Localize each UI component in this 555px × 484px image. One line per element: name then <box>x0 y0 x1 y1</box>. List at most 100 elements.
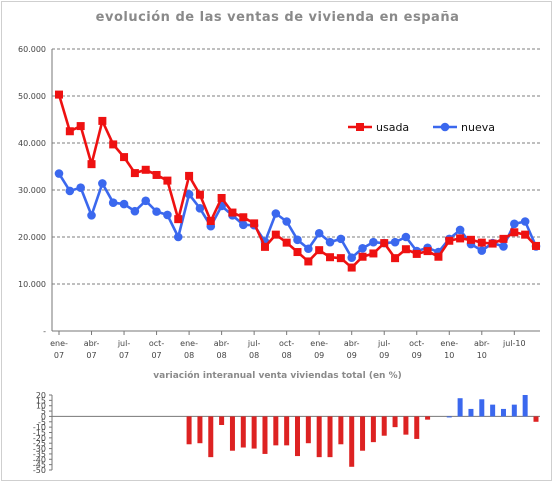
x-tick-label: abr- <box>344 339 360 348</box>
data-point-nueva <box>293 235 302 245</box>
data-point-usada <box>65 127 74 136</box>
bar <box>446 416 452 418</box>
data-point-usada <box>206 217 215 226</box>
data-point-nueva <box>304 244 313 254</box>
bar <box>284 416 290 446</box>
legend-marker-usada <box>356 123 364 131</box>
bar-y-tick-label: -5 <box>38 418 46 427</box>
data-point-usada <box>228 208 237 217</box>
data-point-usada <box>250 219 259 228</box>
data-point-nueva <box>499 242 508 251</box>
data-point-nueva <box>455 225 465 235</box>
bar <box>403 416 409 435</box>
data-point-usada <box>185 171 194 180</box>
data-point-nueva <box>520 217 530 226</box>
data-point-usada <box>532 241 540 250</box>
data-point-usada <box>347 263 356 272</box>
bar <box>273 416 279 446</box>
data-point-usada <box>163 176 172 185</box>
data-point-usada <box>282 238 291 247</box>
bar <box>338 416 344 445</box>
bar-chart-title: variación interanual venta viviendas tot… <box>153 371 402 381</box>
legend-label-usada: usada <box>376 121 409 134</box>
x-tick-label: 09 <box>379 351 389 360</box>
data-point-nueva <box>369 237 378 247</box>
bar <box>240 416 246 448</box>
series-line-nueva <box>57 172 538 259</box>
bar <box>533 416 539 422</box>
data-point-usada <box>152 170 161 179</box>
data-point-nueva <box>152 207 161 216</box>
data-point-nueva <box>195 204 205 213</box>
data-point-usada <box>466 235 475 244</box>
data-point-nueva <box>358 243 367 253</box>
bar-y-tick-label: 15 <box>36 396 46 405</box>
bar <box>490 404 496 417</box>
data-point-usada <box>369 249 378 258</box>
x-tick-label: 09 <box>347 351 357 360</box>
bar-y-tick-label: -50 <box>33 466 46 475</box>
y-tick-label: 50.000 <box>18 92 46 101</box>
data-point-usada <box>521 230 530 239</box>
bar <box>349 416 355 467</box>
data-point-usada <box>271 230 280 239</box>
data-point-nueva <box>238 220 248 230</box>
y-tick-label: 60.000 <box>18 45 46 54</box>
x-tick-label: abr- <box>214 339 230 348</box>
x-tick-label: 08 <box>249 351 259 360</box>
x-tick-label: 09 <box>412 351 422 360</box>
y-tick-label: 40.000 <box>18 139 46 148</box>
data-point-nueva <box>314 228 324 238</box>
data-point-usada <box>217 193 226 202</box>
bar <box>229 416 235 451</box>
x-tick-label: jul-10 <box>502 339 526 348</box>
data-point-usada <box>304 257 313 266</box>
data-point-usada <box>488 239 497 248</box>
bar-y-tick-label: -25 <box>33 439 46 448</box>
data-point-usada <box>358 252 367 261</box>
bar-y-tick-label: -45 <box>33 461 46 470</box>
bar <box>305 416 311 444</box>
data-point-nueva <box>130 206 140 216</box>
bar-y-tick-label: 20 <box>36 391 46 400</box>
data-point-nueva <box>87 211 96 220</box>
data-point-nueva <box>477 246 487 255</box>
bar-y-tick-label: -10 <box>33 423 46 432</box>
data-point-nueva <box>184 189 194 199</box>
data-point-usada <box>456 234 465 243</box>
bar <box>381 416 387 436</box>
bar <box>262 416 268 454</box>
bar-y-tick-label: -30 <box>33 445 46 454</box>
y-tick-label: 10.000 <box>18 280 46 289</box>
bar <box>425 416 431 420</box>
x-tick-label: oct- <box>409 339 424 348</box>
bar <box>316 416 322 458</box>
x-tick-label: ene- <box>50 339 68 348</box>
x-tick-label: oct- <box>279 339 294 348</box>
data-point-usada <box>87 160 96 169</box>
bar <box>360 416 366 451</box>
data-point-usada <box>380 239 389 248</box>
data-point-usada <box>260 242 269 251</box>
y-tick-label: - <box>43 327 46 336</box>
data-point-nueva <box>163 210 172 220</box>
y-tick-label: 30.000 <box>18 186 46 195</box>
data-point-usada <box>336 254 345 263</box>
y-tick-label: 20.000 <box>18 233 46 242</box>
bar-y-tick-label: -40 <box>33 455 46 464</box>
bar <box>186 416 192 445</box>
data-point-nueva <box>510 219 519 229</box>
x-tick-label: ene- <box>310 339 328 348</box>
data-point-usada <box>434 252 443 261</box>
bar <box>414 416 420 439</box>
x-tick-label: 07 <box>54 351 64 360</box>
bar <box>500 408 506 417</box>
bar <box>251 416 257 449</box>
data-point-nueva <box>98 179 107 188</box>
data-point-nueva <box>401 232 411 242</box>
bar <box>327 416 333 458</box>
data-point-usada <box>315 246 324 255</box>
data-point-usada <box>401 245 410 254</box>
data-point-usada <box>412 249 421 258</box>
